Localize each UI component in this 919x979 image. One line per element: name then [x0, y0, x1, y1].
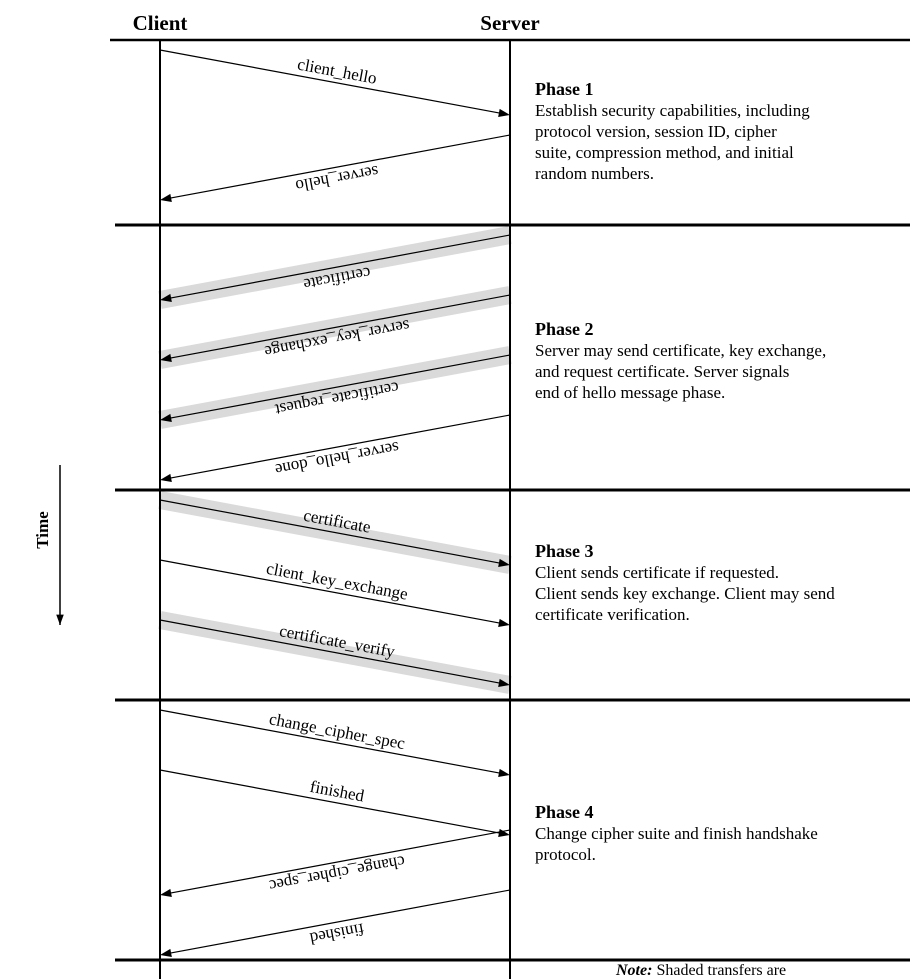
client-header: Client: [133, 11, 188, 35]
phase-desc-line: Change cipher suite and finish handshake: [535, 824, 818, 843]
message-label: change_cipher_spec: [267, 852, 406, 896]
server-header: Server: [480, 11, 539, 35]
message-arrow: [163, 890, 510, 954]
phase-desc-line: Client sends key exchange. Client may se…: [535, 584, 835, 603]
message-arrow: [160, 620, 507, 684]
phase-desc-line: random numbers.: [535, 164, 654, 183]
message-arrow: [163, 415, 510, 479]
phase-desc-line: end of hello message phase.: [535, 383, 725, 402]
message-arrow: [163, 295, 510, 359]
phase-desc-line: protocol.: [535, 845, 596, 864]
handshake-sequence-diagram: ClientServerTimeclient_helloserver_hello…: [0, 0, 919, 979]
phase-desc-line: Server may send certificate, key exchang…: [535, 341, 826, 360]
phase-title: Phase 2: [535, 319, 594, 339]
phase-desc-line: certificate verification.: [535, 605, 690, 624]
message-label: finished: [308, 919, 366, 948]
message-label: finished: [308, 777, 366, 806]
phase-desc-line: Establish security capabilities, includi…: [535, 101, 810, 120]
message-arrow: [163, 235, 510, 299]
message-label: change_cipher_spec: [268, 709, 407, 753]
message-label: server_hello_done: [274, 438, 401, 480]
message-arrow: [160, 500, 507, 564]
message-arrow: [163, 830, 510, 894]
message-label: client_key_exchange: [265, 559, 410, 604]
message-arrow: [163, 135, 510, 199]
footnote: Note: Shaded transfers are: [615, 962, 786, 979]
phase-title: Phase 4: [535, 802, 594, 822]
message-arrow: [160, 770, 507, 834]
phase-desc-line: protocol version, session ID, cipher: [535, 122, 777, 141]
message-arrow: [160, 710, 507, 774]
phase-desc-line: Client sends certificate if requested.: [535, 563, 779, 582]
message-arrow: [160, 50, 507, 114]
time-axis-label: Time: [33, 511, 52, 549]
phase-title: Phase 3: [535, 541, 594, 561]
text-layer: ClientServerTimeclient_helloserver_hello…: [33, 11, 835, 979]
phase-title: Phase 1: [535, 79, 594, 99]
phase-desc-line: suite, compression method, and initial: [535, 143, 794, 162]
phase-desc-line: and request certificate. Server signals: [535, 362, 789, 381]
message-arrow: [160, 560, 507, 624]
message-arrow: [163, 355, 510, 419]
